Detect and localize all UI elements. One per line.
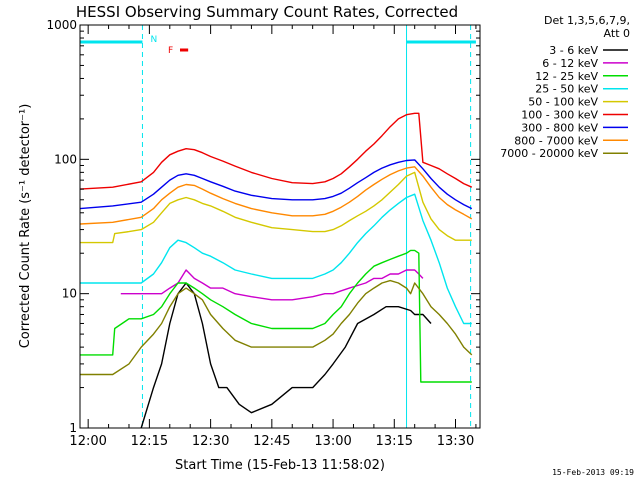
legend-label: 7000 - 20000 keV <box>500 147 598 160</box>
y-tick-label: 1000 <box>46 18 77 32</box>
y-axis: 1 10 100 1000 <box>46 18 480 435</box>
x-tick-label: 13:00 <box>314 434 351 449</box>
plot-timestamp: 15-Feb-2013 09:19 <box>552 468 634 477</box>
legend-header-line-2: Att 0 <box>604 27 630 40</box>
legend-label: 12 - 25 keV <box>535 70 598 83</box>
series-line-5 <box>79 112 473 190</box>
series-line-1 <box>120 269 424 301</box>
chart-title: HESSI Observing Summary Count Rates, Cor… <box>76 3 458 21</box>
legend-label: 300 - 800 keV <box>521 121 598 134</box>
series-layer <box>79 112 473 429</box>
flare-label: F <box>168 46 173 56</box>
x-tick-label: 12:00 <box>69 434 106 449</box>
series-line-2 <box>80 249 472 383</box>
series-line-8 <box>80 279 473 376</box>
legend-label: 25 - 50 keV <box>535 83 598 96</box>
legend-label: 50 - 100 keV <box>528 96 598 109</box>
x-axis: 12:00 12:15 12:30 12:45 13:00 13:15 13:30 <box>69 25 477 449</box>
plot-frame <box>79 24 481 429</box>
night-label: N <box>150 35 157 45</box>
x-tick-label: 12:30 <box>192 434 229 449</box>
y-tick-label: 10 <box>62 287 77 301</box>
x-tick-label: 12:15 <box>131 434 168 449</box>
legend-label: 100 - 300 keV <box>521 109 598 122</box>
series-line-4 <box>80 171 472 244</box>
series-line-7 <box>79 166 473 225</box>
y-tick-label: 100 <box>54 152 77 166</box>
legend-header-line-1: Det 1,3,5,6,7,9, <box>544 14 630 27</box>
night-and-flare-overlays: NF <box>80 25 476 428</box>
legend-label: 3 - 6 keV <box>549 44 598 57</box>
y-tick-label: 1 <box>69 421 77 435</box>
x-tick-label: 12:45 <box>253 434 290 449</box>
legend-label: 800 - 7000 keV <box>514 134 598 147</box>
x-axis-label: Start Time (15-Feb-13 11:58:02) <box>175 458 385 473</box>
series-line-6 <box>79 159 473 210</box>
y-axis-label: Corrected Count Rate (s⁻¹ detector⁻¹) <box>18 104 33 349</box>
legend-label: 6 - 12 keV <box>542 57 598 70</box>
x-tick-label: 13:15 <box>376 434 413 449</box>
x-tick-label: 13:30 <box>437 434 474 449</box>
series-line-3 <box>80 193 472 325</box>
series-line-0 <box>140 282 432 429</box>
